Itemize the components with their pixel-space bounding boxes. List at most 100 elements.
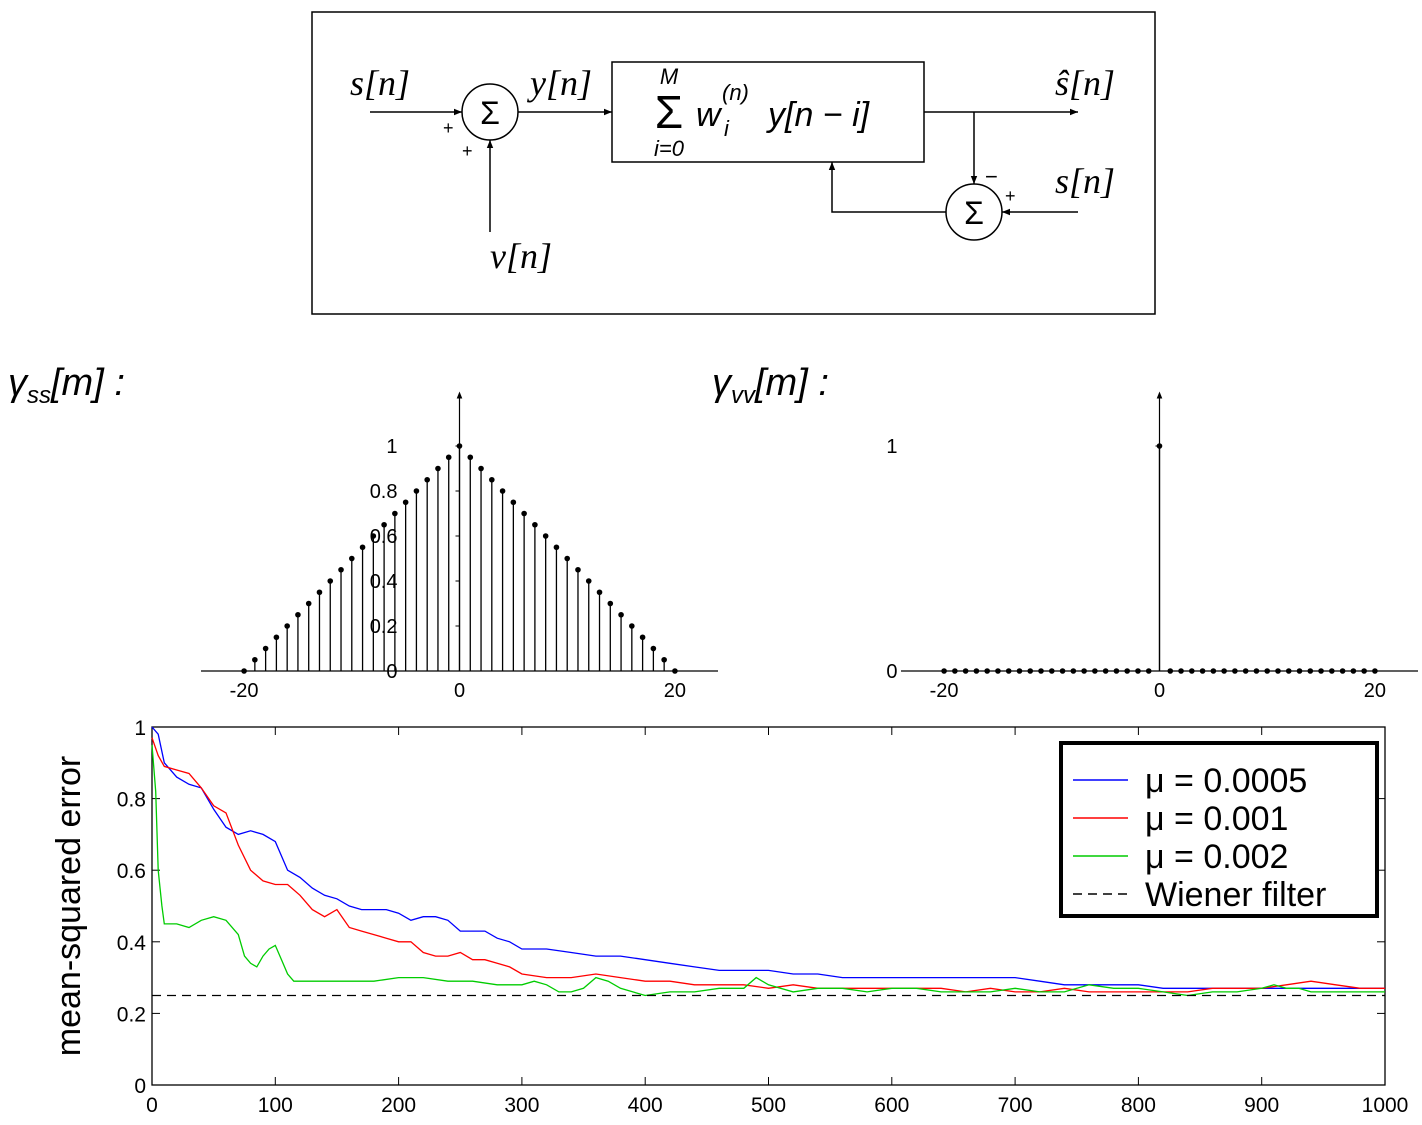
gamma-ss-stem-marker [456, 443, 463, 449]
filter-w-sup: (n) [722, 80, 749, 105]
gamma-vv-stem-marker [1005, 668, 1012, 674]
gamma-ss-stem-marker [262, 645, 269, 652]
output-label: ŝ[n] [1055, 63, 1115, 103]
mse-legend-label: μ = 0.001 [1145, 800, 1288, 838]
gamma-ss-ytick-label: 0 [386, 661, 397, 683]
gamma-ss-stem-marker [359, 544, 366, 551]
gamma-ss-stem-marker [435, 465, 441, 472]
gamma-ss-stem-marker [618, 611, 624, 618]
gamma-vv-stem-marker [1016, 668, 1023, 674]
mse-plot: 0 100 200 300 400 500 600 700 800 900 1000 0 0.2 0.4 0… [50, 717, 1408, 1117]
mse-xtick-label: 300 [504, 1094, 539, 1117]
filter-rest: y[n − i] [766, 96, 871, 134]
mse-legend-box [1059, 741, 1379, 918]
gamma-vv-ytick-label: 1 [886, 436, 897, 458]
gamma-vv-stem-marker [1178, 668, 1184, 674]
gamma-vv-stem-marker [1210, 668, 1217, 674]
gamma-vv-stem-marker [1070, 668, 1077, 674]
filter-w: w [696, 96, 723, 134]
mse-xtick-label: 900 [1244, 1094, 1279, 1117]
mse-xtick-label: 0 [146, 1094, 158, 1117]
gamma-ss-xtick-label: 20 [664, 680, 686, 702]
gamma-vv-stem-marker [1275, 668, 1281, 674]
gamma-ss-stem-marker [295, 611, 301, 618]
gamma-ss-stem-marker [467, 454, 474, 461]
mse-legend-label: μ = 0.0005 [1145, 762, 1307, 800]
sum-symbol-2: Σ [964, 195, 984, 231]
sign-minus: − [985, 164, 998, 189]
y-label: y[n] [527, 63, 592, 103]
gamma-ss-stem-marker [596, 589, 603, 596]
gamma-vv-stem-marker [984, 668, 990, 674]
gamma-vv-stem-marker [1048, 668, 1055, 674]
gamma-vv-stem-marker [1167, 668, 1174, 674]
mse-ytick-label: 0.6 [117, 860, 146, 883]
gamma-ss-stem-marker [316, 589, 323, 596]
gamma-vv-stem-marker [1307, 668, 1314, 674]
sign-plus-bottom: + [462, 141, 473, 161]
mse-ytick-label: 0.4 [117, 932, 147, 955]
mse-xtick-label: 1000 [1362, 1094, 1409, 1117]
gamma-vv-stem-marker [1264, 668, 1271, 674]
gamma-ss-stem-marker [381, 521, 387, 528]
mse-xtick-label: 800 [1121, 1094, 1156, 1117]
mse-series-1 [151, 737, 1385, 993]
gamma-vv-stem-marker [1038, 668, 1044, 674]
mse-legend-label: Wiener filter [1145, 876, 1326, 914]
gamma-ss-stem-marker [402, 499, 409, 506]
mse-xtick-label: 400 [628, 1094, 663, 1117]
stem-plot-gamma-vv: 0 1 -20 0 20 γvv[m] : [712, 362, 1418, 702]
gamma-vv-stem-marker [1124, 668, 1130, 674]
gamma-ss-stem-marker [553, 544, 560, 551]
gamma-ss-stem-marker [542, 533, 549, 539]
gamma-ss-stem-marker [585, 578, 592, 584]
mse-ytick-label: 0.2 [117, 1003, 146, 1026]
gamma-ss-stem-marker [241, 668, 247, 674]
mse-series-0 [151, 726, 1385, 989]
gamma-ss-stem-marker [629, 623, 635, 629]
gamma-ss-ytick-label: 1 [386, 436, 397, 458]
gamma-ss-stem-marker [445, 454, 452, 461]
gamma-ss-stem-marker [650, 645, 657, 652]
gamma-ss-stem-marker [338, 566, 344, 573]
gamma-vv-stem-marker [1253, 668, 1260, 674]
gamma-vv-stem-marker [1242, 668, 1249, 674]
gamma-ss-stem-marker [489, 476, 495, 483]
gamma-ss-stem-marker [305, 600, 312, 607]
mse-ytick-label: 1 [134, 717, 146, 740]
mse-xtick-label: 200 [381, 1094, 416, 1117]
gamma-vv-stem-marker [1102, 668, 1109, 674]
gamma-vv-stem-marker [1081, 668, 1087, 674]
error-feedback-arrow [828, 162, 946, 213]
gamma-vv-stem-marker [962, 668, 969, 674]
mse-xtick-label: 700 [998, 1094, 1033, 1117]
mse-series-2 [151, 744, 1385, 997]
gamma-vv-stem-marker [1350, 668, 1357, 674]
gamma-vv-stem-marker [995, 668, 1001, 674]
gamma-ss-stem-marker [284, 623, 290, 629]
gamma-vv-stem-marker [1285, 668, 1292, 674]
filter-w-sub: i [724, 116, 730, 141]
gamma-vv-stem-marker [1296, 668, 1303, 674]
gamma-vv-stem-marker [941, 668, 947, 674]
filter-sum-bottom: i=0 [654, 136, 685, 161]
gamma-vv-stem-marker [1145, 668, 1152, 674]
gamma-vv-stem-marker [1027, 668, 1034, 674]
gamma-ss-stem-marker [661, 656, 667, 663]
gamma-vv-stem-marker [952, 668, 958, 674]
diagram-frame [311, 11, 1156, 315]
mse-ytick-label: 0.8 [117, 789, 146, 812]
sum-symbol-1: Σ [480, 95, 500, 131]
gamma-vv-stem-marker [973, 668, 980, 674]
input-s-label: s[n] [350, 63, 410, 103]
gamma-vv-stem-marker [1372, 668, 1378, 674]
mse-ylabel: mean-squared error [50, 756, 88, 1056]
gamma-vv-stem-marker [1059, 668, 1066, 674]
gamma-vv-stem-marker [1221, 668, 1227, 674]
ref-s-label: s[n] [1055, 161, 1115, 201]
gamma-ss-stem-marker [672, 668, 678, 674]
gamma-ss-stem-marker [327, 578, 334, 584]
gamma-vv-stem-marker [1339, 668, 1346, 674]
gamma-vv-stem-marker [1189, 668, 1195, 674]
